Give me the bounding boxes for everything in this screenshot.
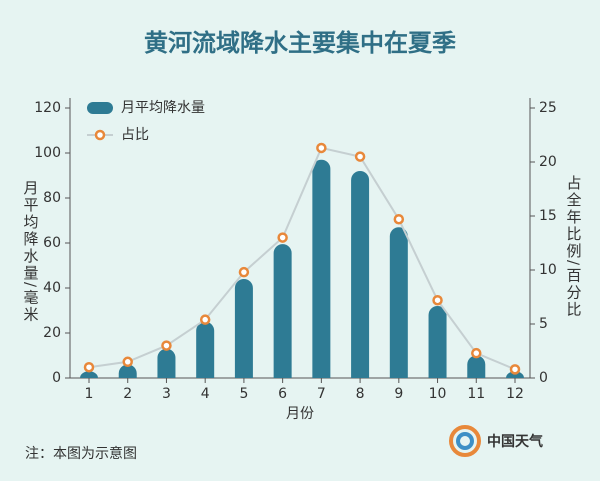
point (432, 294, 443, 306)
bar (312, 159, 331, 378)
point (316, 142, 327, 154)
legend-label: 占比 (121, 127, 149, 143)
point (277, 232, 288, 243)
x-tick-label: 12 (506, 386, 524, 402)
bar (428, 306, 447, 378)
bar (351, 171, 370, 378)
x-tick-label: 4 (201, 386, 210, 402)
y-tick-label: 20 (43, 325, 61, 341)
y2-axis-label: 占全年比例/百分比 (565, 175, 583, 318)
x-tick-label: 10 (429, 386, 447, 402)
y-tick-label: 0 (52, 370, 61, 386)
bar (234, 279, 253, 378)
y2-tick-label: 20 (539, 154, 557, 170)
line (88, 146, 516, 371)
bar (118, 364, 137, 378)
legend-label: 月平均降水量 (121, 100, 205, 116)
x-axis-label: 月份 (286, 406, 314, 422)
point (199, 314, 211, 325)
x-tick-label: 11 (467, 386, 485, 402)
y-tick-label: 40 (43, 280, 61, 296)
y-tick-label: 120 (34, 100, 61, 116)
y2-tick-label: 25 (539, 100, 557, 116)
x-tick-label: 7 (317, 386, 326, 402)
x-tick-label: 3 (162, 386, 171, 402)
legend-swatch (94, 129, 106, 141)
y2-tick-label: 0 (539, 370, 548, 386)
point (393, 213, 405, 225)
bar (506, 371, 524, 378)
y-axis-label: 月平均降水量/毫米 (22, 180, 40, 323)
point (238, 266, 250, 278)
bar (196, 321, 215, 378)
x-tick-label: 9 (394, 386, 403, 402)
y-tick-label: 80 (43, 190, 61, 206)
bar (273, 244, 292, 378)
point (122, 356, 133, 368)
point (83, 361, 95, 373)
y-tick-label: 100 (34, 145, 61, 161)
logo-icon (456, 432, 474, 450)
logo: 中国天气 (449, 425, 543, 457)
point (509, 364, 521, 375)
bar (80, 371, 98, 378)
x-tick-label: 5 (239, 386, 248, 402)
logo-icon (449, 425, 481, 457)
point (471, 347, 482, 359)
bar (157, 348, 176, 378)
x-tick-label: 2 (123, 386, 132, 402)
x-tick-label: 1 (85, 386, 94, 402)
logo-text: 中国天气 (487, 433, 543, 450)
bar (389, 227, 408, 378)
y2-tick-label: 10 (539, 262, 557, 278)
legend-swatch (87, 102, 113, 114)
y2-tick-label: 15 (539, 208, 557, 224)
x-tick-label: 8 (356, 386, 365, 402)
chart-title: 黄河流域降水主要集中在夏季 (144, 29, 456, 57)
note: 注：本图为示意图 (25, 445, 137, 462)
y2-tick-label: 5 (539, 316, 548, 332)
bar (467, 355, 486, 378)
point (354, 151, 366, 162)
point (161, 340, 172, 351)
y-tick-label: 60 (43, 235, 61, 251)
x-tick-label: 6 (278, 386, 287, 402)
